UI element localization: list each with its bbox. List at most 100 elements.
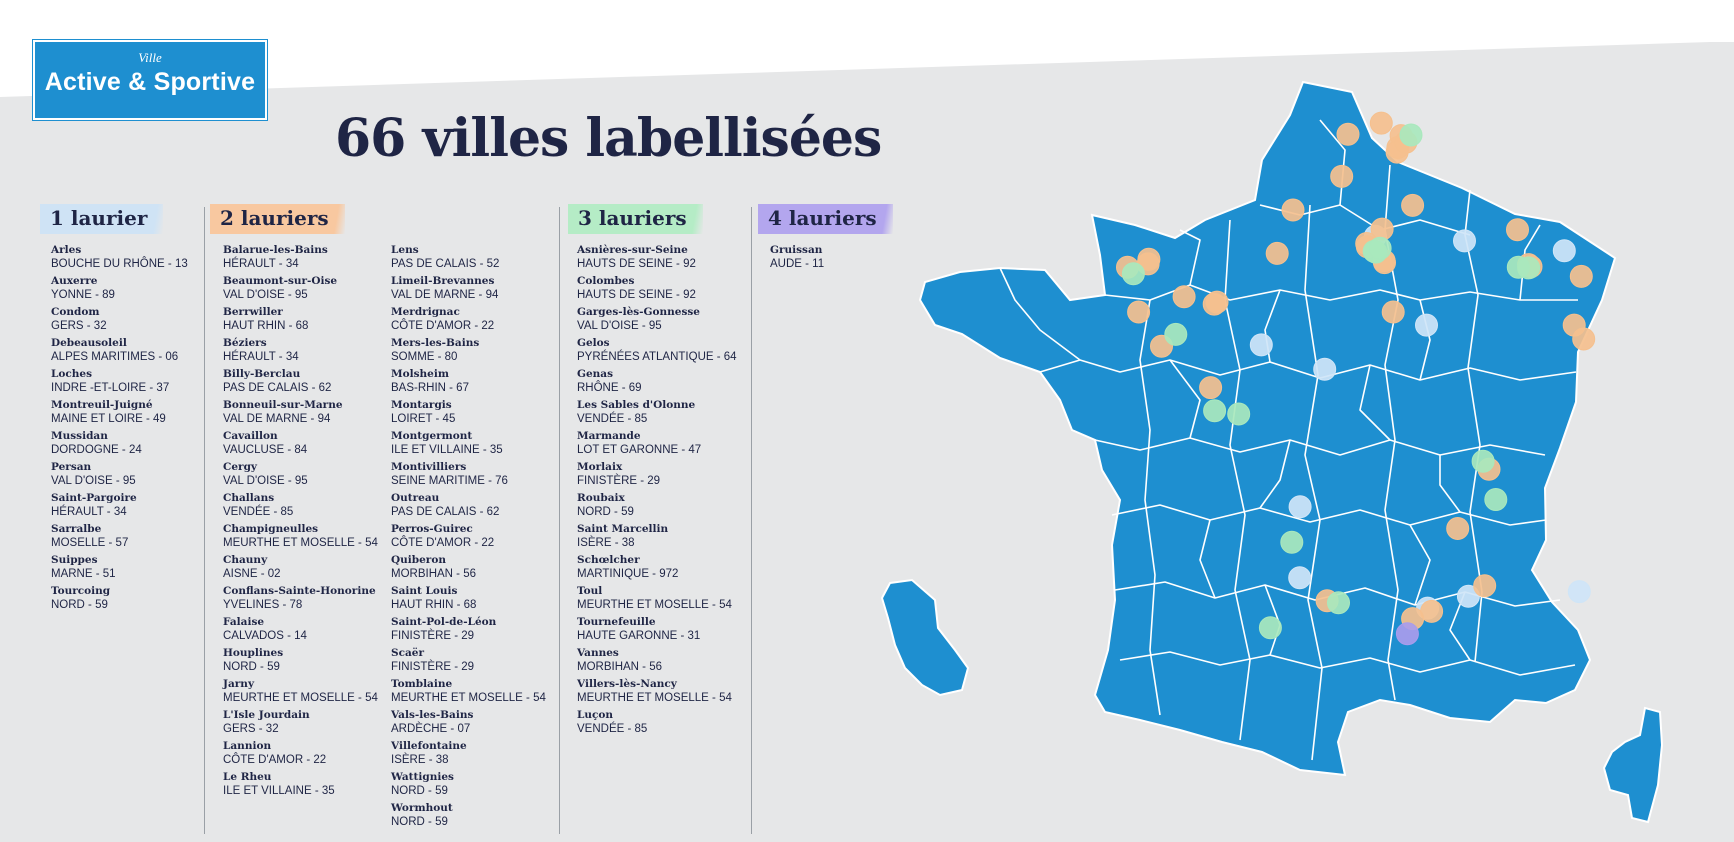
department-label: GERS - 32 bbox=[51, 320, 107, 332]
list-item: Villers-lès-Nancy MEURTHE ET MOSELLE - 54 bbox=[577, 677, 737, 708]
city-marker-level-2 bbox=[1137, 247, 1161, 271]
city-name: Colombes bbox=[577, 275, 635, 287]
city-name: Saint-Pargoire bbox=[51, 492, 137, 504]
city-marker-level-3 bbox=[1203, 399, 1227, 423]
list-2-lauriers-b: Lens PAS DE CALAIS - 52 Limeil-Brevannes VA… bbox=[391, 243, 546, 832]
list-item: Chauny AISNE - 02 bbox=[223, 553, 378, 584]
logo-main-text: Active & Sportive bbox=[44, 68, 256, 96]
city-name: Wormhout bbox=[391, 802, 453, 814]
list-item: Beaumont-sur-Oise VAL D'OISE - 95 bbox=[223, 274, 378, 305]
list-item: Debeausoleil ALPES MARITIMES - 06 bbox=[51, 336, 188, 367]
department-label: HAUT RHIN - 68 bbox=[391, 599, 477, 611]
list-item: Asnières-sur-Seine HAUTS DE SEINE - 92 bbox=[577, 243, 737, 274]
department-label: RHÔNE - 69 bbox=[577, 382, 642, 394]
list-item: Scaër FINISTÈRE - 29 bbox=[391, 646, 546, 677]
city-name: Schœlcher bbox=[577, 554, 640, 566]
department-label: SOMME - 80 bbox=[391, 351, 458, 363]
list-item: Le Rheu ILE ET VILLAINE - 35 bbox=[223, 770, 378, 801]
city-marker-level-1 bbox=[1288, 566, 1312, 590]
city-marker-level-3 bbox=[1227, 402, 1251, 426]
department-label: VAUCLUSE - 84 bbox=[223, 444, 308, 456]
column-separator bbox=[204, 207, 205, 834]
city-name: Marmande bbox=[577, 430, 641, 442]
group-header-2-lauriers: 2 lauriers bbox=[210, 204, 345, 234]
city-markers bbox=[1116, 111, 1596, 646]
city-name: Mers-les-Bains bbox=[391, 337, 480, 349]
department-label: ISÈRE - 38 bbox=[391, 754, 449, 766]
city-name: Mussidan bbox=[51, 430, 108, 442]
city-marker-level-2 bbox=[1127, 300, 1151, 324]
city-name: Sarralbe bbox=[51, 523, 102, 535]
city-marker-level-2 bbox=[1172, 285, 1196, 309]
city-marker-level-3 bbox=[1327, 591, 1350, 615]
list-item: Garges-lès-Gonnesse VAL D'OISE - 95 bbox=[577, 305, 737, 336]
city-marker-level-1 bbox=[1288, 495, 1312, 519]
city-marker-level-3 bbox=[1484, 488, 1508, 511]
city-name: Vannes bbox=[577, 647, 619, 659]
city-name: Saint Louis bbox=[391, 585, 458, 597]
city-name: Merdrignac bbox=[391, 306, 460, 318]
city-name: Garges-lès-Gonnesse bbox=[577, 306, 700, 318]
city-name: Quiberon bbox=[391, 554, 446, 566]
city-name: Lens bbox=[391, 244, 419, 256]
list-item: Gelos PYRÉNÉES ATLANTIQUE - 64 bbox=[577, 336, 737, 367]
list-item: Montreuil-Juigné MAINE ET LOIRE - 49 bbox=[51, 398, 188, 429]
list-item: Tourcoing NORD - 59 bbox=[51, 584, 188, 615]
department-label: PAS DE CALAIS - 62 bbox=[223, 382, 332, 394]
mainland-france-shape bbox=[918, 80, 1617, 777]
department-label: NORD - 59 bbox=[577, 506, 634, 518]
city-name: Béziers bbox=[223, 337, 267, 349]
department-label: YONNE - 89 bbox=[51, 289, 115, 301]
department-label: HÉRAULT - 34 bbox=[223, 351, 299, 363]
city-marker-level-1 bbox=[1456, 584, 1480, 608]
city-name: L'Isle Jourdain bbox=[223, 709, 310, 721]
city-marker-level-4 bbox=[1395, 622, 1419, 646]
city-name: Falaise bbox=[223, 616, 265, 628]
city-marker-level-2 bbox=[1205, 290, 1229, 314]
department-label: NORD - 59 bbox=[391, 785, 448, 797]
city-name: Limeil-Brevannes bbox=[391, 275, 495, 287]
list-item: Quiberon MORBIHAN - 56 bbox=[391, 553, 546, 584]
list-item: Outreau PAS DE CALAIS - 62 bbox=[391, 491, 546, 522]
group-header-3-lauriers: 3 lauriers bbox=[568, 204, 703, 234]
city-name: Scaër bbox=[391, 647, 424, 659]
city-marker-level-1 bbox=[1415, 313, 1438, 337]
department-label: CÔTE D'AMOR - 22 bbox=[391, 320, 495, 332]
city-marker-level-3 bbox=[1471, 449, 1495, 473]
list-item: Tomblaine MEURTHE ET MOSELLE - 54 bbox=[391, 677, 546, 708]
list-item: Persan VAL D'OISE - 95 bbox=[51, 460, 188, 491]
department-label: VENDÉE - 85 bbox=[577, 413, 648, 425]
city-name: Vals-les-Bains bbox=[391, 709, 474, 721]
list-item: Saint-Pol-de-Léon FINISTÈRE - 29 bbox=[391, 615, 546, 646]
department-label: AISNE - 02 bbox=[223, 568, 281, 580]
city-name: Tourcoing bbox=[51, 585, 111, 597]
city-name: Montreuil-Juigné bbox=[51, 399, 153, 411]
department-label: VAL DE MARNE - 94 bbox=[391, 289, 499, 301]
department-label: VAL D'OISE - 95 bbox=[223, 289, 308, 301]
city-name: Champigneulles bbox=[223, 523, 319, 535]
city-marker-level-2 bbox=[1506, 218, 1529, 242]
corsica-shape bbox=[1602, 706, 1664, 824]
city-name: Balarue-les-Bains bbox=[223, 244, 328, 256]
city-name: Le Rheu bbox=[223, 771, 272, 783]
city-name: Saint Marcellin bbox=[577, 523, 669, 535]
department-label: ISÈRE - 38 bbox=[577, 537, 635, 549]
department-label: ARDÈCHE - 07 bbox=[391, 723, 471, 735]
city-name: Tournefeuille bbox=[577, 616, 656, 628]
list-item: Sarralbe MOSELLE - 57 bbox=[51, 522, 188, 553]
city-name: Loches bbox=[51, 368, 93, 380]
department-label: HAUTS DE SEINE - 92 bbox=[577, 258, 696, 270]
city-marker-level-1 bbox=[1249, 333, 1273, 357]
department-label: BOUCHE DU RHÔNE - 13 bbox=[51, 258, 188, 270]
column-separator bbox=[751, 207, 752, 834]
list-item: Cergy VAL D'OISE - 95 bbox=[223, 460, 378, 491]
department-label: HÉRAULT - 34 bbox=[51, 506, 127, 518]
department-label: VAL DE MARNE - 94 bbox=[223, 413, 331, 425]
list-item: Tournefeuille HAUTE GARONNE - 31 bbox=[577, 615, 737, 646]
group-header-4-lauriers: 4 lauriers bbox=[758, 204, 893, 234]
list-item: Colombes HAUTS DE SEINE - 92 bbox=[577, 274, 737, 305]
department-label: VAL D'OISE - 95 bbox=[51, 475, 136, 487]
city-name: Condom bbox=[51, 306, 100, 318]
list-item: Montgermont ILE ET VILLAINE - 35 bbox=[391, 429, 546, 460]
city-marker-level-3 bbox=[1164, 322, 1188, 346]
